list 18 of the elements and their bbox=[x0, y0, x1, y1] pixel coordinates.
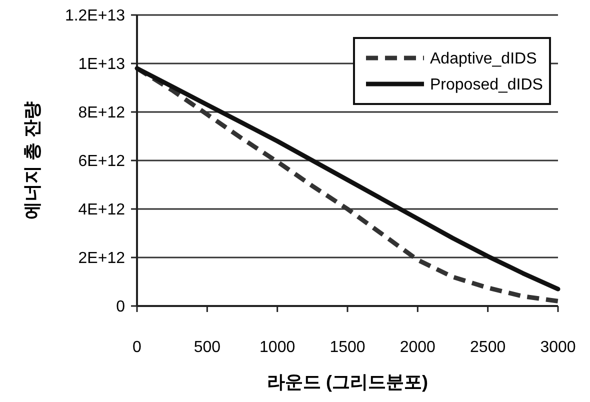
x-tick-label: 1000 bbox=[260, 339, 296, 356]
x-tick-label: 1500 bbox=[330, 339, 366, 356]
x-tick-label: 3000 bbox=[540, 339, 576, 356]
legend-label: Proposed_dIDS bbox=[430, 76, 543, 94]
y-tick-label: 0 bbox=[116, 298, 126, 316]
y-tick-label: 1.2E+13 bbox=[64, 8, 126, 25]
y-tick-label: 8E+12 bbox=[78, 104, 126, 122]
x-tick-label: 0 bbox=[132, 339, 142, 356]
legend-label: Adaptive_dIDS bbox=[430, 50, 537, 68]
x-tick-label: 2500 bbox=[470, 339, 506, 356]
x-tick-label: 500 bbox=[194, 339, 221, 356]
y-tick-label: 1E+13 bbox=[78, 56, 126, 74]
x-tick-label: 2000 bbox=[400, 339, 436, 356]
y-axis-title: 에너지 총 잔량 bbox=[22, 101, 42, 220]
x-axis-title: 라운드 (그리드분포) bbox=[267, 372, 428, 392]
y-tick-label: 2E+12 bbox=[78, 250, 126, 268]
y-tick-label: 6E+12 bbox=[78, 153, 126, 170]
y-tick-label: 4E+12 bbox=[78, 202, 126, 219]
